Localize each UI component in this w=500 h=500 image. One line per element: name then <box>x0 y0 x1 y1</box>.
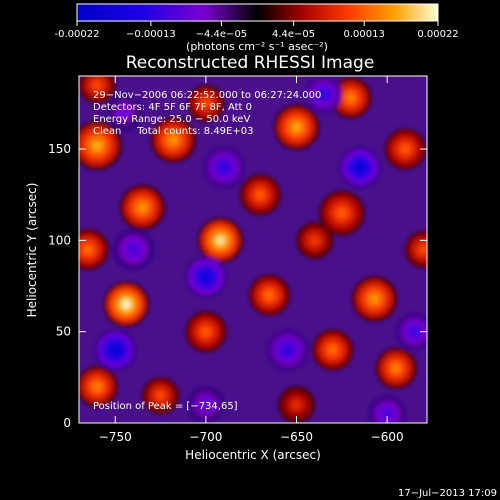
annotation-counts: Clean Total counts: 8.49E+03 <box>93 126 253 137</box>
heatmap-blob <box>110 345 120 355</box>
colorbar-tick-label: −4.4e−05 <box>196 29 248 40</box>
heatmap-blob <box>201 272 211 282</box>
heatmap-blob <box>215 235 226 246</box>
heatmap-blob <box>319 90 328 99</box>
x-tick-label: −700 <box>189 430 222 444</box>
annotation-time-range: 29−Nov−2006 06:22:52.000 to 06:27:24.000 <box>93 90 321 101</box>
colorbar-tick-label: 0.00013 <box>343 29 384 40</box>
heatmap-blob <box>201 327 211 337</box>
colorbar-tick-label: −0.00013 <box>126 29 176 40</box>
heatmap-blob <box>400 144 410 154</box>
y-tick-label: 0 <box>63 416 71 430</box>
heatmap-blob <box>201 400 210 409</box>
heatmap-blob <box>410 327 419 336</box>
heatmap-blob <box>91 139 103 151</box>
heatmap <box>79 76 427 423</box>
colorbar-unit-label: (photons cm⁻² s⁻¹ asec⁻²) <box>186 40 328 53</box>
x-tick-label: −750 <box>99 430 132 444</box>
heatmap-blob <box>92 381 102 392</box>
heatmap-blob <box>391 363 401 373</box>
chart-title: Reconstructed RHESSI Image <box>126 53 375 73</box>
heatmap-blob <box>291 122 302 133</box>
heatmap-blob <box>168 134 179 145</box>
heatmap-blob <box>346 93 356 103</box>
colorbar <box>76 3 439 22</box>
heatmap-blob <box>156 391 165 400</box>
colorbar-tick-label: 0.00022 <box>417 29 458 40</box>
heatmap-blob <box>255 190 265 200</box>
peak-position-label: Position of Peak = [−734,65] <box>93 401 238 412</box>
plot-frame <box>78 75 428 424</box>
heatmap-blob <box>310 236 319 245</box>
annotation-energy: Energy Range: 25.0 − 50.0 keV <box>93 114 250 125</box>
x-tick-label: −600 <box>371 430 404 444</box>
heatmap-blob <box>120 108 129 117</box>
colorbar-tick-label: -0.00022 <box>55 29 100 40</box>
heatmap-blob <box>369 293 380 304</box>
x-tick-label: −650 <box>280 430 313 444</box>
axis-ticks: −750 −700 −650 −600 0 50 100 150 <box>48 76 427 444</box>
y-axis-label: Heliocentric Y (arcsec) <box>25 183 39 318</box>
heatmap-blob <box>83 244 93 255</box>
heatmap-blob <box>201 99 210 108</box>
colorbar-ticks: -0.00022 −0.00013 −4.4e−05 4.4e−05 0.00013 0.… <box>55 21 459 40</box>
heatmap-blob <box>292 400 301 409</box>
y-tick-label: 100 <box>48 233 71 247</box>
y-tick-label: 50 <box>56 325 71 339</box>
timestamp: 17−Jul−2013 17:09 <box>398 488 497 499</box>
heatmap-blob <box>219 162 229 172</box>
y-tick-label: 150 <box>48 142 71 156</box>
annotation-detectors: Detectors: 4F 5F 6F 7F 8F, Att 0 <box>93 102 252 113</box>
heatmap-blob <box>336 207 347 218</box>
heatmap-blob <box>128 244 138 255</box>
heatmap-blob <box>355 162 365 172</box>
heatmap-blob <box>264 290 274 300</box>
heatmap-blob <box>121 299 132 310</box>
colorbar-tick-label: 4.4e−05 <box>272 29 315 40</box>
heatmap-blob <box>93 81 102 90</box>
heatmap-blob <box>137 202 148 213</box>
heatmap-blob <box>328 345 338 355</box>
heatmap-blob <box>419 245 427 254</box>
heatmap-blob <box>282 345 292 355</box>
heatmap-blob <box>383 409 392 418</box>
x-axis-label: Heliocentric X (arcsec) <box>185 448 321 462</box>
